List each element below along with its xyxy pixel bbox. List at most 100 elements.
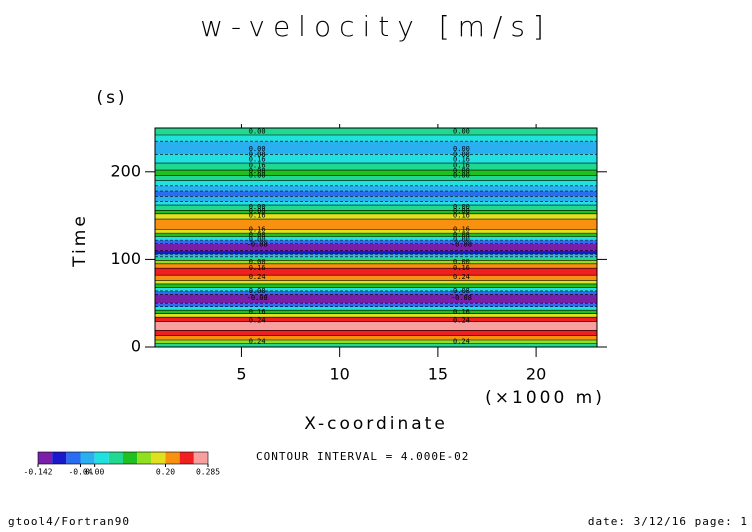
- contour-band: [155, 294, 597, 304]
- contour-band: [155, 313, 597, 318]
- contour-label: 0.16: [249, 226, 266, 234]
- colorbar-tick-label: -0.142: [24, 468, 53, 477]
- colorbar-frame: [37, 451, 209, 465]
- contour-label: 0.00: [249, 171, 266, 179]
- contour-band: [155, 128, 597, 136]
- contour-band: [155, 205, 597, 211]
- contour-band: [155, 180, 597, 186]
- contour-label: 0.00: [453, 258, 470, 266]
- contour-label: 0.08: [453, 231, 470, 239]
- colorbar-swatch: [137, 452, 152, 464]
- contour-label: 0.16: [453, 212, 470, 220]
- x-tick-label: 15: [428, 365, 448, 384]
- colorbar-swatch: [80, 452, 95, 464]
- contour-label: 0.08: [453, 207, 470, 215]
- contour-band: [155, 317, 597, 322]
- colorbar-swatch: [94, 452, 109, 464]
- contour-band: [155, 201, 597, 206]
- contour-label: 0.16: [453, 226, 470, 234]
- contour-label: 0.00: [453, 203, 470, 211]
- contour-band: [155, 339, 597, 344]
- contour-label: 0.08: [249, 207, 266, 215]
- colorbar-swatch: [165, 452, 180, 464]
- contour-label: 0.16: [453, 264, 470, 272]
- contour-band: [155, 263, 597, 269]
- contour-label: 0.08: [249, 167, 266, 175]
- contour-label: 0.24: [249, 317, 266, 325]
- contour-band: [155, 275, 597, 281]
- contour-band: [155, 229, 597, 234]
- contour-band: [155, 175, 597, 181]
- contour-band: [155, 219, 597, 230]
- contour-band: [155, 243, 597, 251]
- y-tick-label: 0: [131, 337, 141, 356]
- contour-label: 0.00: [453, 171, 470, 179]
- contour-label: 0.16: [453, 156, 470, 164]
- contour-label: 0.16: [249, 264, 266, 272]
- contour-band: [155, 233, 597, 237]
- contour-label: 0.00: [249, 128, 266, 136]
- contour-band: [155, 287, 597, 291]
- contour-band: [155, 306, 597, 311]
- contour-label: 0.16: [249, 308, 266, 316]
- contour-band: [155, 191, 597, 197]
- y-tick-label: 100: [110, 249, 141, 268]
- contour-band: [155, 310, 597, 314]
- contour-label: 0.24: [453, 317, 470, 325]
- x-tick-label: 10: [329, 365, 349, 384]
- contour-band: [155, 240, 597, 244]
- contour-band: [155, 330, 597, 336]
- contour-band: [155, 268, 597, 276]
- contour-label: 0.00: [453, 128, 470, 136]
- y-axis-label: Time: [70, 213, 90, 268]
- colorbar-swatch: [151, 452, 166, 464]
- colorbar-swatch: [52, 452, 67, 464]
- colorbar-swatch: [66, 452, 81, 464]
- contour-label: -0.08: [451, 241, 472, 249]
- contour-band: [155, 280, 597, 284]
- contour-label: 0.00: [453, 145, 470, 153]
- contour-label: 0.00: [453, 235, 470, 243]
- plot-frame: [154, 127, 598, 348]
- contour-band: [155, 210, 597, 214]
- contour-label: 0.00: [249, 258, 266, 266]
- colorbar-tick-label: 0.00: [85, 468, 104, 477]
- contour-band: [155, 236, 597, 241]
- colorbar-swatch: [38, 452, 53, 464]
- colorbar-swatch: [179, 452, 194, 464]
- contour-band: [155, 303, 597, 307]
- x-tick-label: 20: [526, 365, 546, 384]
- x-tick-label: 5: [236, 365, 246, 384]
- contour-label: 0.24: [249, 273, 266, 281]
- contour-label: 0.24: [453, 338, 470, 346]
- contour-label: 0.16: [249, 156, 266, 164]
- contour-band: [155, 135, 597, 142]
- x-axis-unit: (×1000 m): [485, 388, 605, 408]
- contour-band: [155, 254, 597, 257]
- colorbar-tick-label: 0.20: [156, 468, 175, 477]
- contour-label: 0.16: [249, 162, 266, 170]
- footer-left: gtool4/Fortran90: [8, 515, 130, 528]
- contour-band: [155, 343, 597, 347]
- contour-band: [155, 290, 597, 295]
- contour-label: 0.24: [249, 338, 266, 346]
- contour-label: 0.24: [453, 273, 470, 281]
- contour-label: -0.08: [451, 294, 472, 302]
- contour-label: 0.16: [249, 212, 266, 220]
- contour-label: 0.08: [249, 287, 266, 295]
- contour-band: [155, 163, 597, 171]
- contour-band: [155, 321, 597, 331]
- contour-band: [155, 283, 597, 288]
- contour-label: 0.16: [453, 308, 470, 316]
- contour-interval: CONTOUR INTERVAL = 4.000E-02: [256, 450, 469, 463]
- contour-label: 0.08: [453, 150, 470, 158]
- contour-band: [155, 196, 597, 202]
- contour-label: -0.08: [247, 241, 268, 249]
- contour-label: 0.16: [453, 162, 470, 170]
- colorbar-tick-label: -0.04: [68, 468, 92, 477]
- contour-label: 0.08: [249, 150, 266, 158]
- contour-label: 0.00: [249, 235, 266, 243]
- colorbar-tick-label: 0.285: [196, 468, 220, 477]
- contour-band: [155, 185, 597, 192]
